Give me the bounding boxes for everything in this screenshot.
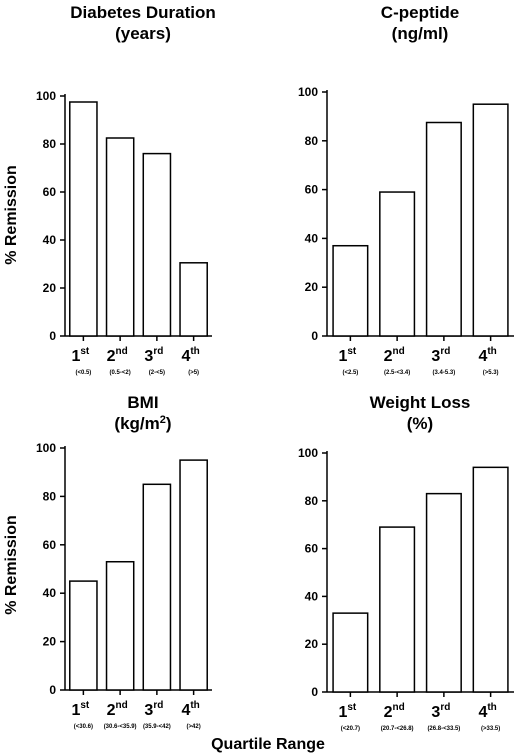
category-label: 2nd bbox=[107, 700, 128, 719]
category-label: 1st bbox=[338, 346, 356, 365]
chart-title-line-2: (kg/m2) bbox=[114, 414, 171, 433]
y-tick-label: 20 bbox=[43, 281, 57, 295]
chart-title-line-1: Diabetes Duration bbox=[70, 3, 215, 22]
bar bbox=[69, 580, 98, 691]
chart-title-line-2: (ng/ml) bbox=[392, 24, 449, 43]
y-tick-label: 60 bbox=[305, 183, 319, 197]
category-range-label: (>5) bbox=[188, 370, 199, 376]
category-label: 1st bbox=[71, 346, 89, 365]
bar bbox=[142, 152, 172, 337]
category-label: 2nd bbox=[384, 346, 405, 365]
y-axis-label-bottom: % Remission bbox=[3, 515, 20, 615]
category-range-label: (>42) bbox=[187, 724, 201, 730]
y-tick-label: 0 bbox=[49, 683, 56, 697]
chart-title-line-1: Weight Loss bbox=[370, 393, 471, 412]
y-tick-label: 0 bbox=[311, 329, 318, 343]
category-range-label: (2-<5) bbox=[149, 370, 165, 376]
y-tick-label: 0 bbox=[311, 685, 318, 699]
chart-title-line-1: BMI bbox=[127, 393, 158, 412]
category-label: 1st bbox=[338, 702, 356, 721]
y-tick-label: 60 bbox=[43, 185, 57, 199]
category-range-label: (<0.5) bbox=[75, 370, 91, 376]
category-label: 4th bbox=[181, 346, 199, 365]
y-axis-label-top: % Remission bbox=[3, 165, 20, 265]
category-range-label: (>33.5) bbox=[481, 726, 500, 732]
category-range-label: (<20.7) bbox=[341, 726, 360, 732]
y-tick-label: 80 bbox=[43, 489, 57, 503]
y-tick-label: 100 bbox=[298, 446, 318, 460]
bar bbox=[105, 560, 135, 691]
y-tick-label: 40 bbox=[43, 233, 57, 247]
category-range-label: (<30.6) bbox=[74, 724, 93, 730]
chart-panel-3: BMI (kg/m2) 0 20 40 60 80 100 1st (<30.6) 2nd (30.6… bbox=[36, 393, 212, 730]
category-range-label: (26.8-<33.5) bbox=[427, 726, 460, 732]
y-tick-label: 40 bbox=[305, 231, 319, 245]
bar bbox=[105, 137, 135, 337]
y-tick-label: 100 bbox=[36, 441, 56, 455]
chart-panel-2: C-peptide (ng/ml) 0 20 40 60 80 100 1st (<2.5) 2nd… bbox=[298, 3, 514, 376]
category-range-label: (30.6-<35.9) bbox=[104, 724, 137, 730]
bar bbox=[379, 191, 416, 337]
bar bbox=[425, 121, 462, 337]
y-tick-label: 80 bbox=[43, 137, 57, 151]
category-range-label: (35.9-<42) bbox=[143, 724, 171, 730]
y-tick-label: 40 bbox=[305, 589, 319, 603]
category-label: 2nd bbox=[107, 346, 128, 365]
bar bbox=[425, 492, 462, 693]
y-tick-label: 20 bbox=[43, 635, 57, 649]
category-label: 3rd bbox=[431, 702, 450, 721]
bar bbox=[379, 526, 416, 693]
y-tick-label: 100 bbox=[36, 89, 56, 103]
category-label: 4th bbox=[478, 702, 496, 721]
y-tick-label: 20 bbox=[305, 280, 319, 294]
category-range-label: (0.5-<2) bbox=[110, 370, 131, 376]
chart-title-line-2: (years) bbox=[115, 24, 171, 43]
bar bbox=[179, 262, 208, 337]
bar bbox=[69, 101, 98, 337]
chart-panel-4: Weight Loss (%) 0 20 40 60 80 100 1st (<20.7) 2nd (… bbox=[298, 393, 514, 732]
category-label: 1st bbox=[71, 700, 89, 719]
category-range-label: (2.5-<3.4) bbox=[384, 370, 410, 376]
category-label: 3rd bbox=[144, 700, 163, 719]
y-tick-label: 100 bbox=[298, 85, 318, 99]
chart-title-line-1: C-peptide bbox=[381, 3, 459, 22]
bar bbox=[332, 612, 369, 693]
bar bbox=[472, 103, 509, 337]
x-axis-label: Quartile Range bbox=[211, 736, 325, 753]
category-range-label: (<2.5) bbox=[342, 370, 358, 376]
category-label: 4th bbox=[478, 346, 496, 365]
category-label: 4th bbox=[181, 700, 199, 719]
bar bbox=[179, 459, 208, 691]
category-range-label: (20.7-<26.8) bbox=[381, 726, 414, 732]
category-label: 3rd bbox=[144, 346, 163, 365]
y-tick-label: 60 bbox=[305, 542, 319, 556]
bar bbox=[332, 244, 369, 337]
bar bbox=[142, 483, 172, 691]
y-tick-label: 80 bbox=[305, 134, 319, 148]
chart-panel-1: Diabetes Duration (years) 0 20 40 60 80 100 1st (… bbox=[36, 3, 216, 376]
y-tick-label: 40 bbox=[43, 586, 57, 600]
category-range-label: (3.4-5.3) bbox=[433, 370, 456, 376]
category-label: 3rd bbox=[431, 346, 450, 365]
y-tick-label: 20 bbox=[305, 637, 319, 651]
y-tick-label: 0 bbox=[49, 329, 56, 343]
y-tick-label: 60 bbox=[43, 538, 57, 552]
y-tick-label: 80 bbox=[305, 494, 319, 508]
category-label: 2nd bbox=[384, 702, 405, 721]
bar bbox=[472, 466, 509, 693]
chart-title-line-2: (%) bbox=[407, 414, 433, 433]
category-range-label: (>5.3) bbox=[483, 370, 499, 376]
